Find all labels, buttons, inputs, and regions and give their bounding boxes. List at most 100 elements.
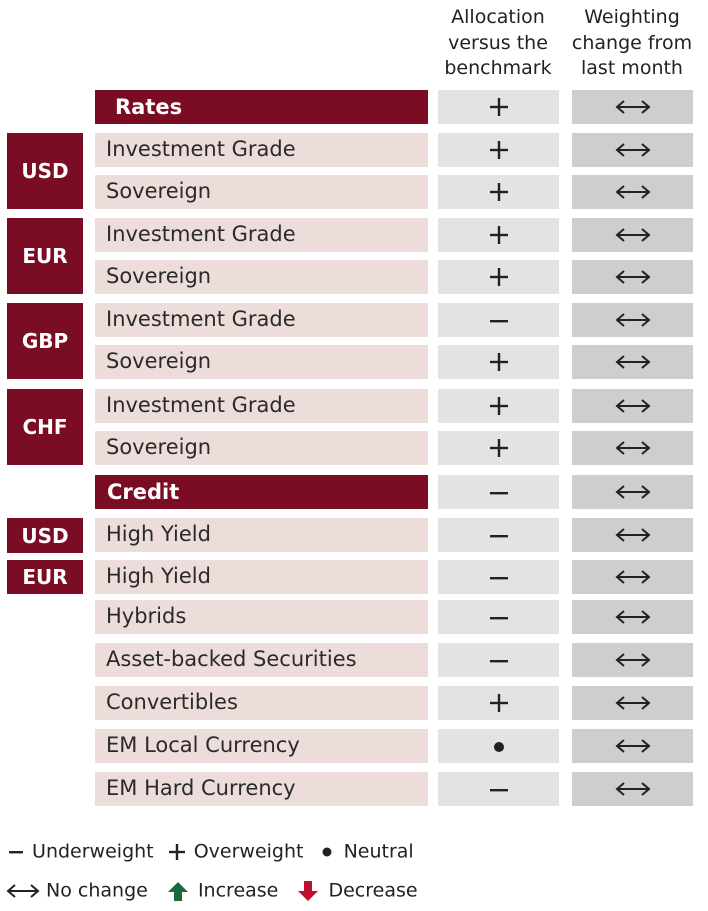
row-change-cell — [572, 686, 693, 720]
asset-class-label: Sovereign — [95, 345, 428, 379]
double-arrow-icon — [614, 313, 651, 327]
section-header: Credit — [95, 475, 428, 509]
plus-icon — [489, 141, 508, 159]
legend-row-allocation: Underweight Overweight Neutral — [6, 840, 414, 863]
section-change-cell — [572, 90, 693, 124]
double-arrow-icon — [614, 570, 651, 584]
row-allocation-cell — [438, 518, 559, 552]
asset-class-label: EM Hard Currency — [95, 772, 428, 806]
double-arrow-icon — [614, 399, 651, 413]
plus-icon — [489, 397, 508, 415]
row-change-cell — [572, 218, 693, 252]
decrease-arrow-icon — [298, 880, 319, 901]
allocation-column-header: Allocation versus the benchmark — [437, 5, 559, 82]
asset-class-label: Sovereign — [95, 260, 428, 294]
minus-icon — [489, 617, 508, 620]
plus-icon — [489, 98, 508, 116]
section-allocation-cell — [438, 90, 559, 124]
row-change-cell — [572, 729, 693, 763]
row-change-cell — [572, 175, 693, 209]
asset-class-label: High Yield — [95, 518, 428, 552]
asset-class-label: Hybrids — [95, 600, 428, 634]
row-change-cell — [572, 303, 693, 337]
double-arrow-icon — [614, 739, 651, 753]
row-allocation-cell — [438, 175, 559, 209]
change-header-line: last month — [581, 57, 683, 79]
row-allocation-cell — [438, 133, 559, 167]
asset-class-label: Investment Grade — [95, 389, 428, 423]
allocation-header-line: versus the — [448, 31, 548, 54]
plus-icon — [168, 843, 185, 860]
double-arrow-icon — [614, 185, 651, 199]
row-allocation-cell — [438, 686, 559, 720]
row-change-cell — [572, 560, 693, 594]
row-allocation-cell — [438, 772, 559, 806]
row-allocation-cell — [438, 729, 559, 763]
legend-underweight: Underweight — [32, 840, 154, 863]
double-arrow-icon — [614, 100, 651, 114]
row-change-cell — [572, 600, 693, 634]
currency-group-label: GBP — [7, 303, 83, 379]
section-change-cell — [572, 475, 693, 509]
legend-increase: Increase — [197, 879, 279, 902]
double-arrow-icon — [614, 143, 651, 157]
allocation-header-line: Allocation — [451, 6, 545, 28]
section-header: Rates — [95, 90, 428, 124]
section-allocation-cell — [438, 475, 559, 509]
minus-icon — [489, 577, 508, 580]
asset-class-label: EM Local Currency — [95, 729, 428, 763]
minus-icon — [489, 320, 508, 323]
plus-icon — [489, 439, 508, 457]
row-allocation-cell — [438, 389, 559, 423]
minus-icon — [489, 492, 508, 495]
row-change-cell — [572, 643, 693, 677]
double-arrow-icon — [614, 441, 651, 455]
row-change-cell — [572, 260, 693, 294]
double-arrow-icon — [614, 485, 651, 499]
minus-icon — [489, 789, 508, 792]
double-arrow-icon — [614, 528, 651, 542]
row-change-cell — [572, 345, 693, 379]
row-allocation-cell — [438, 303, 559, 337]
row-change-cell — [572, 431, 693, 465]
asset-class-label: Sovereign — [95, 431, 428, 465]
double-arrow-icon — [614, 696, 651, 710]
allocation-header-line: benchmark — [444, 57, 552, 79]
minus-icon — [9, 850, 23, 853]
plus-icon — [489, 694, 508, 712]
minus-icon — [489, 535, 508, 538]
asset-class-label: Sovereign — [95, 175, 428, 209]
currency-group-label: USD — [7, 518, 83, 553]
plus-icon — [489, 268, 508, 286]
row-allocation-cell — [438, 643, 559, 677]
row-change-cell — [572, 518, 693, 552]
double-arrow-icon — [614, 228, 651, 242]
legend-decrease: Decrease — [328, 879, 418, 902]
row-allocation-cell — [438, 560, 559, 594]
currency-group-label: CHF — [7, 389, 83, 465]
dot-icon — [493, 742, 504, 752]
legend-row-change: No change Increase Decrease — [6, 879, 418, 902]
plus-icon — [489, 353, 508, 371]
asset-class-label: High Yield — [95, 560, 428, 594]
double-arrow-icon — [614, 782, 651, 796]
asset-class-label: Investment Grade — [95, 303, 428, 337]
row-change-cell — [572, 772, 693, 806]
legend-overweight: Overweight — [193, 840, 304, 863]
increase-arrow-icon — [167, 881, 188, 901]
asset-class-label: Investment Grade — [95, 218, 428, 252]
change-column-header: Weighting change from last month — [566, 5, 698, 82]
change-header-line: change from — [571, 31, 693, 54]
double-arrow-icon — [6, 883, 40, 898]
minus-icon — [489, 660, 508, 663]
currency-group-label: USD — [7, 133, 83, 209]
row-allocation-cell — [438, 345, 559, 379]
row-allocation-cell — [438, 600, 559, 634]
plus-icon — [489, 183, 508, 201]
row-allocation-cell — [438, 431, 559, 465]
plus-icon — [489, 226, 508, 244]
double-arrow-icon — [614, 610, 651, 624]
asset-class-label: Asset-backed Securities — [95, 643, 428, 677]
dot-icon — [322, 847, 332, 856]
asset-class-label: Investment Grade — [95, 133, 428, 167]
